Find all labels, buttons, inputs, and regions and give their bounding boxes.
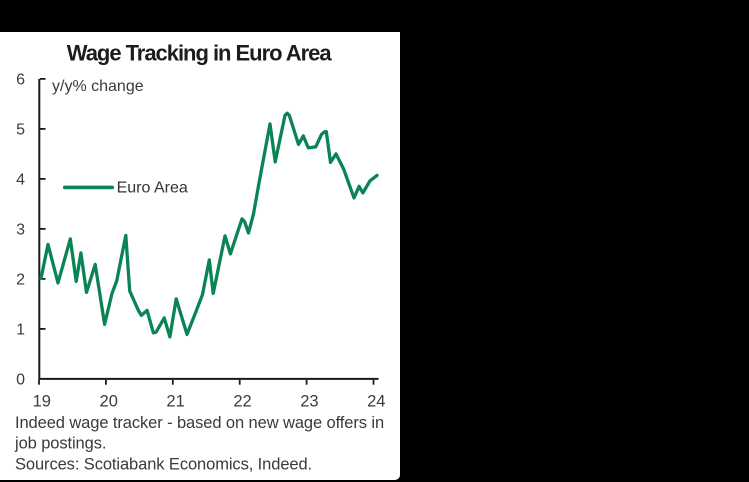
svg-text:24: 24 (367, 393, 385, 411)
svg-text:20: 20 (100, 393, 118, 411)
svg-text:19: 19 (33, 393, 51, 411)
svg-text:2: 2 (16, 272, 25, 289)
svg-text:Sources: Scotiabank Economics,: Sources: Scotiabank Economics, Indeed. (15, 455, 312, 473)
svg-text:23: 23 (300, 393, 318, 411)
svg-text:22: 22 (233, 393, 251, 411)
svg-text:1: 1 (16, 322, 25, 339)
svg-text:job postings.: job postings. (14, 434, 106, 452)
svg-text:y/y% change: y/y% change (52, 78, 144, 95)
svg-text:Euro Area: Euro Area (117, 179, 188, 196)
svg-text:0: 0 (16, 372, 25, 389)
svg-text:5: 5 (16, 122, 25, 139)
svg-text:Indeed wage tracker - based on: Indeed wage tracker - based on new wage … (15, 414, 384, 432)
svg-text:3: 3 (16, 222, 25, 239)
svg-text:4: 4 (16, 172, 25, 189)
svg-text:Wage Tracking in Euro Area: Wage Tracking in Euro Area (67, 40, 333, 65)
svg-text:21: 21 (166, 393, 184, 411)
svg-text:6: 6 (16, 72, 25, 89)
